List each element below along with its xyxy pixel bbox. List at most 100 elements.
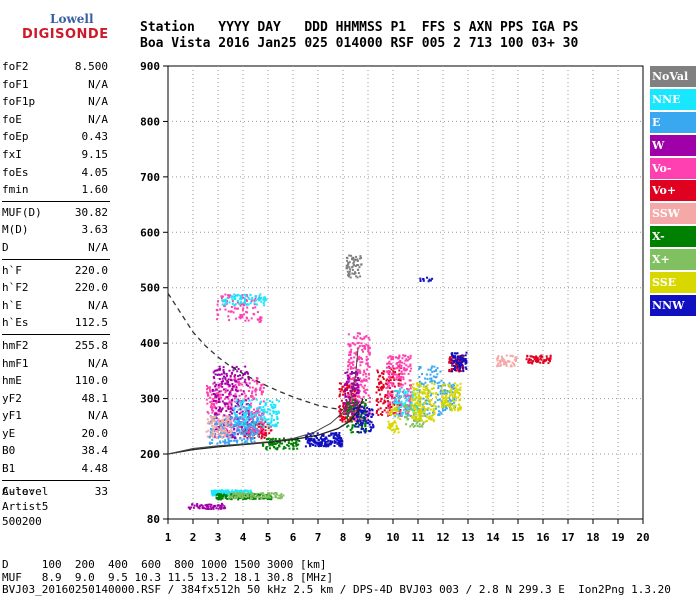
- echo-point: [382, 383, 385, 386]
- echo-point: [262, 298, 265, 301]
- echo-point: [340, 439, 343, 442]
- echo-point: [428, 402, 431, 405]
- echo-point: [418, 375, 421, 378]
- echo-point: [246, 417, 248, 420]
- echo-point: [432, 420, 435, 423]
- echo-point: [405, 396, 407, 399]
- echo-point: [267, 495, 270, 498]
- echo-point: [352, 387, 355, 390]
- echo-point: [240, 301, 242, 304]
- echo-point: [359, 420, 362, 423]
- echo-point: [348, 358, 351, 361]
- echo-point: [206, 422, 209, 425]
- echo-point: [452, 395, 455, 398]
- echo-point: [399, 359, 402, 362]
- echo-point: [342, 393, 344, 396]
- echo-point: [357, 394, 360, 397]
- echo-point: [264, 496, 267, 499]
- echo-point: [229, 376, 232, 379]
- echo-point: [431, 365, 434, 368]
- echo-point: [458, 362, 461, 365]
- echo-point: [215, 396, 218, 398]
- param-name: h`F2: [2, 281, 29, 295]
- echo-point: [456, 367, 459, 370]
- echo-point: [230, 393, 232, 396]
- echo-point: [269, 409, 272, 412]
- param-value: 8.500: [74, 60, 108, 73]
- echo-point: [278, 400, 280, 403]
- echo-point: [366, 344, 369, 347]
- echo-point: [443, 402, 446, 405]
- echo-point: [284, 447, 287, 449]
- echo-point: [333, 445, 336, 447]
- echo-point: [224, 382, 227, 385]
- echo-point: [272, 403, 275, 406]
- echo-point: [416, 410, 419, 413]
- echo-point: [296, 444, 298, 446]
- echo-point: [447, 396, 450, 399]
- echo-point: [379, 407, 382, 410]
- echo-point: [242, 492, 245, 494]
- echo-point: [362, 419, 365, 422]
- echo-point: [339, 393, 342, 396]
- echo-point: [339, 437, 341, 440]
- echo-point: [264, 429, 267, 432]
- echo-point: [387, 381, 390, 384]
- echo-point: [258, 431, 261, 434]
- echo-point: [263, 416, 266, 419]
- echo-point: [426, 387, 429, 390]
- echo-point: [212, 409, 215, 412]
- echo-point: [280, 493, 283, 496]
- echo-point: [424, 381, 427, 384]
- echo-point: [387, 420, 390, 423]
- echo-point: [227, 424, 230, 427]
- echo-point: [347, 404, 350, 407]
- echo-point: [253, 421, 256, 424]
- echo-point: [439, 370, 442, 373]
- echo-point: [455, 364, 458, 367]
- echo-point: [375, 410, 378, 412]
- param-name: fxI: [2, 147, 22, 161]
- echo-point: [316, 437, 318, 440]
- echo-point: [337, 439, 340, 442]
- echo-point: [412, 392, 415, 395]
- echo-point: [443, 392, 446, 395]
- echo-point: [459, 370, 462, 372]
- legend-item-x-: X-: [650, 226, 696, 248]
- echo-point: [228, 369, 231, 372]
- echo-point: [230, 439, 233, 442]
- echo-point: [365, 362, 368, 365]
- echo-point: [540, 354, 543, 357]
- echo-point: [391, 355, 394, 358]
- echo-point: [310, 437, 313, 440]
- echo-point: [432, 408, 435, 411]
- echo-point: [228, 442, 231, 445]
- echo-point: [352, 363, 355, 366]
- echo-point: [259, 424, 262, 427]
- echo-point: [547, 358, 550, 361]
- echo-point: [264, 420, 267, 423]
- echo-point: [223, 397, 226, 400]
- param-name: foE: [2, 112, 22, 126]
- echo-point: [385, 382, 387, 385]
- echo-point: [451, 362, 454, 365]
- echo-point: [236, 405, 239, 408]
- echo-point: [208, 387, 211, 390]
- echo-point: [344, 372, 347, 374]
- echo-point: [255, 493, 258, 496]
- echo-point: [226, 497, 229, 500]
- param-name: yE: [2, 426, 16, 440]
- echo-point: [418, 417, 421, 420]
- echo-point: [354, 395, 357, 398]
- echo-point: [219, 393, 222, 396]
- echo-point: [224, 298, 227, 301]
- echo-point: [459, 393, 461, 396]
- echo-point: [321, 439, 324, 442]
- echo-point: [228, 436, 231, 439]
- echo-point: [364, 427, 367, 430]
- echo-point: [451, 352, 454, 355]
- plot-frame: [167, 65, 644, 520]
- echo-point: [357, 272, 360, 275]
- param-row: hmE 110.0: [2, 372, 110, 390]
- echo-point: [378, 389, 381, 392]
